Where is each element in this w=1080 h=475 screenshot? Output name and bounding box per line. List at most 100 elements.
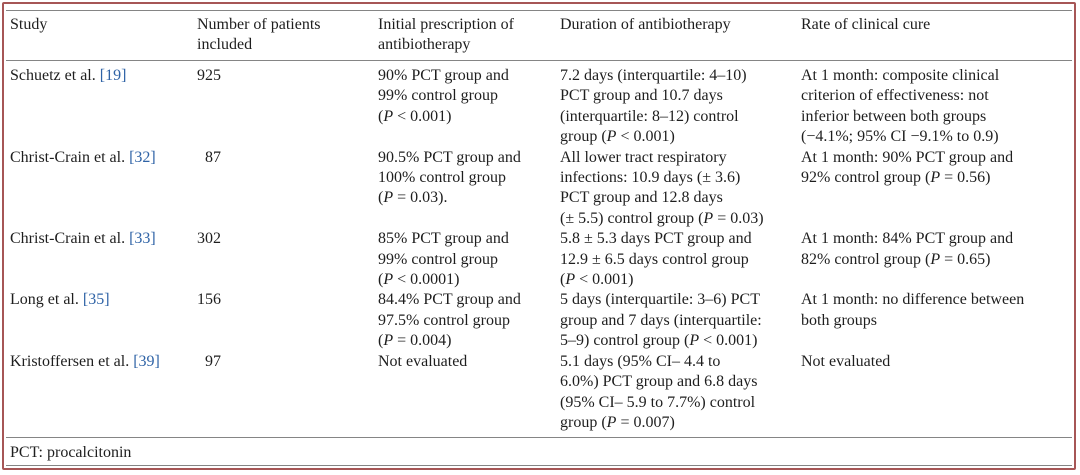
cell-line: 84.4% PCT group and (378, 291, 521, 309)
text-segment: = 0.65) (940, 250, 991, 268)
cell-line: Not evaluated (801, 352, 891, 370)
text-segment: ( (378, 107, 384, 125)
text-segment: < 0.0001) (393, 271, 460, 289)
table-body: Schuetz et al. [19] 925 90% PCT group and 9… (10, 66, 1056, 433)
study-cell: Christ-Crain et al. [33] (10, 229, 197, 290)
patients-cell: 87 (197, 148, 378, 230)
initial-prescription-cell: 90% PCT group and 99% control group (P < 0… (378, 66, 560, 148)
study-cell: Schuetz et al. [19] (10, 66, 197, 148)
p-value-symbol: P (383, 271, 394, 289)
patients-cell: 156 (197, 290, 378, 351)
cell-line: 6.0%) PCT group and 6.8 days (560, 373, 758, 391)
clinical-cure-cell: At 1 month: 90% PCT group and 92% control… (801, 148, 1056, 230)
cell-line: 90.5% PCT group and (378, 148, 521, 166)
text-segment: < 0.001) (575, 271, 634, 289)
cell-line: both groups (801, 311, 877, 329)
table-top-rule (6, 10, 1072, 11)
cell-line: 5 days (interquartile: 3–6) PCT (560, 291, 760, 309)
table-row: Kristoffersen et al. [39] 97 Not evaluated… (10, 352, 1056, 434)
initial-prescription-cell: 90.5% PCT group and 100% control group (P … (378, 148, 560, 230)
cell-line: 99% control group (378, 250, 498, 268)
header-clinical-cure-label: Rate of clinical cure (801, 16, 931, 33)
table-footnote-rule (6, 465, 1072, 466)
cell-line: inferior between both groups (801, 107, 987, 125)
header-study: Study (10, 15, 197, 55)
patients-count: 925 (197, 67, 221, 84)
cell-line: infections: 10.9 days (± 3.6) (560, 169, 741, 187)
image-frame (2, 2, 1076, 470)
cell-line: 5.8 ± 5.3 days PCT group and (560, 230, 752, 248)
clinical-cure-cell: At 1 month: 84% PCT group and 82% control… (801, 229, 1056, 290)
reference-link[interactable]: [32] (129, 148, 156, 166)
study-name: Christ-Crain et al. (10, 230, 126, 248)
text-segment: < 0.001) (616, 128, 675, 146)
cell-line: (P < 0.001) (378, 107, 560, 127)
header-initial-prescription: Initial prescription of antibiotherapy (378, 15, 560, 55)
cell-line: At 1 month: 90% PCT group and (801, 148, 1014, 166)
study-cell: Kristoffersen et al. [39] (10, 352, 197, 434)
table-footnote: PCT: procalcitonin (10, 444, 132, 461)
cell-line: group and 7 days (interquartile: (560, 311, 762, 329)
header-row: Study Number of patients included Initia… (10, 15, 1056, 55)
patients-cell: 925 (197, 66, 378, 148)
patients-count: 156 (197, 291, 221, 309)
table-row: Schuetz et al. [19] 925 90% PCT group and 9… (10, 66, 1056, 148)
reference-link[interactable]: [35] (82, 291, 110, 309)
clinical-cure-cell: At 1 month: composite clinical criterion … (801, 66, 1056, 148)
text-segment: (± 5.5) control group ( (560, 209, 704, 227)
text-segment: = 0.004) (393, 332, 452, 350)
cell-line: 100% control group (378, 169, 506, 187)
header-initial-prescription-label: Initial prescription of (378, 16, 514, 33)
cell-line: 92% control group (P = 0.56) (801, 168, 1056, 188)
cell-line: 5.1 days (95% CI– 4.4 to (560, 352, 721, 370)
p-value-symbol: P (383, 189, 394, 207)
cell-line: 97.5% control group (378, 311, 510, 329)
text-segment: ( (378, 271, 384, 289)
reference-link[interactable]: [39] (133, 352, 160, 370)
cell-line: 5–9) control group (P < 0.001) (560, 331, 801, 351)
p-value-symbol: P (606, 128, 617, 146)
cell-line: 85% PCT group and (378, 230, 509, 248)
cell-line: (P < 0.0001) (378, 270, 560, 290)
cell-line: (P = 0.004) (378, 331, 560, 351)
p-value-symbol: P (703, 209, 714, 227)
study-cell: Christ-Crain et al. [32] (10, 148, 197, 230)
cell-line: (± 5.5) control group (P = 0.03) (560, 209, 801, 229)
p-value-symbol: P (383, 107, 394, 125)
cell-line: 12.9 ± 6.5 days control group (560, 250, 749, 268)
cell-line: (P = 0.03). (378, 188, 560, 208)
duration-cell: 7.2 days (interquartile: 4–10) PCT group … (560, 66, 801, 148)
text-segment: group ( (560, 128, 607, 146)
cell-line: (P < 0.001) (560, 270, 801, 290)
table-row: Long et al. [35] 156 84.4% PCT group and 97… (10, 290, 1056, 351)
reference-link[interactable]: [33] (129, 230, 156, 248)
text-segment: ( (378, 332, 384, 350)
cell-line: 7.2 days (interquartile: 4–10) (560, 67, 747, 84)
patients-cell: 97 (197, 352, 378, 434)
initial-prescription-cell: Not evaluated (378, 352, 560, 434)
cell-line: criterion of effectiveness: not (801, 87, 989, 105)
cell-line: At 1 month: composite clinical (801, 67, 1000, 84)
study-cell: Long et al. [35] (10, 290, 197, 351)
text-segment: 5–9) control group ( (560, 332, 690, 350)
initial-prescription-cell: 85% PCT group and 99% control group (P < 0… (378, 229, 560, 290)
cell-line: At 1 month: no difference between (801, 291, 1025, 309)
duration-cell: 5 days (interquartile: 3–6) PCT group and… (560, 290, 801, 351)
cell-line: PCT group and 12.8 days (560, 189, 723, 207)
cell-line: 90% PCT group and (378, 67, 509, 84)
p-value-symbol: P (930, 169, 941, 187)
text-segment: = 0.03). (393, 189, 448, 207)
reference-link[interactable]: [19] (99, 67, 127, 84)
text-segment: ( (560, 271, 566, 289)
header-study-label: Study (10, 16, 48, 33)
cell-line: group (P < 0.001) (560, 127, 801, 147)
text-segment: ( (378, 189, 384, 207)
text-segment: = 0.03) (713, 209, 764, 227)
header-patients-label: included (197, 36, 253, 53)
study-name: Long et al. (10, 291, 79, 309)
cell-line: Not evaluated (378, 352, 468, 370)
table-header-rule (6, 60, 1072, 61)
header-patients-label: Number of patients (197, 16, 321, 33)
cell-line: group (P = 0.007) (560, 413, 801, 433)
patients-cell: 302 (197, 229, 378, 290)
